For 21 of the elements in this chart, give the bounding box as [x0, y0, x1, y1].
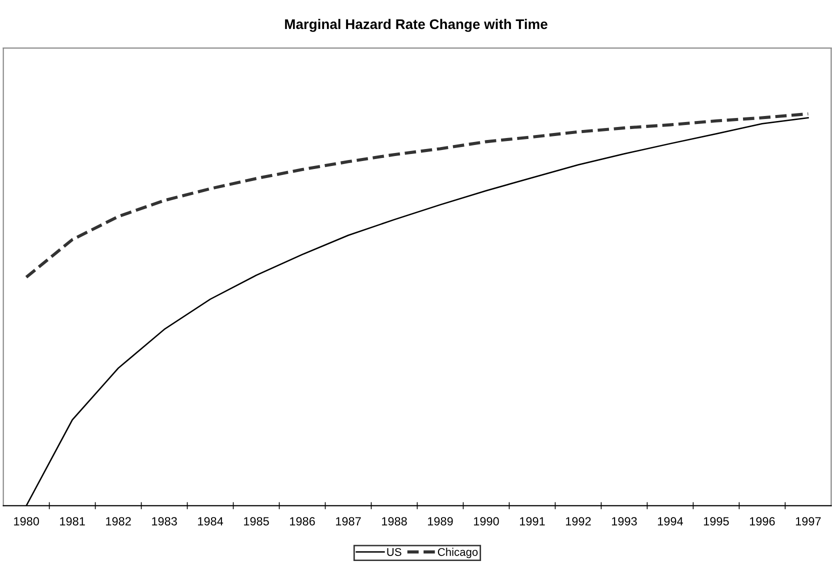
x-tick-label: 1993 [612, 517, 637, 526]
x-tick-label: 1989 [428, 517, 453, 526]
x-tick-label: 1995 [704, 517, 729, 526]
x-tick-label: 1990 [474, 517, 499, 526]
x-tick-label: 1987 [336, 517, 361, 526]
x-tick-label: 1994 [658, 517, 683, 526]
x-tick-label: 1986 [290, 517, 315, 526]
x-tick-label: 1983 [152, 517, 177, 526]
legend-label: Chicago [438, 548, 478, 558]
x-tick-label: 1980 [14, 517, 39, 526]
x-tick-label: 1997 [796, 517, 821, 526]
chart-title: Marginal Hazard Rate Change with Time [285, 18, 548, 32]
x-tick-label: 1985 [244, 517, 269, 526]
x-tick-label: 1984 [198, 517, 224, 526]
x-tick-label: 1996 [750, 517, 775, 526]
x-tick-label: 1982 [106, 517, 131, 526]
x-tick-label: 1991 [520, 517, 545, 526]
x-tick-label: 1981 [60, 517, 85, 526]
legend-label: US [387, 548, 402, 556]
x-tick-label: 1988 [382, 517, 407, 526]
x-tick-label: 1992 [566, 517, 591, 526]
